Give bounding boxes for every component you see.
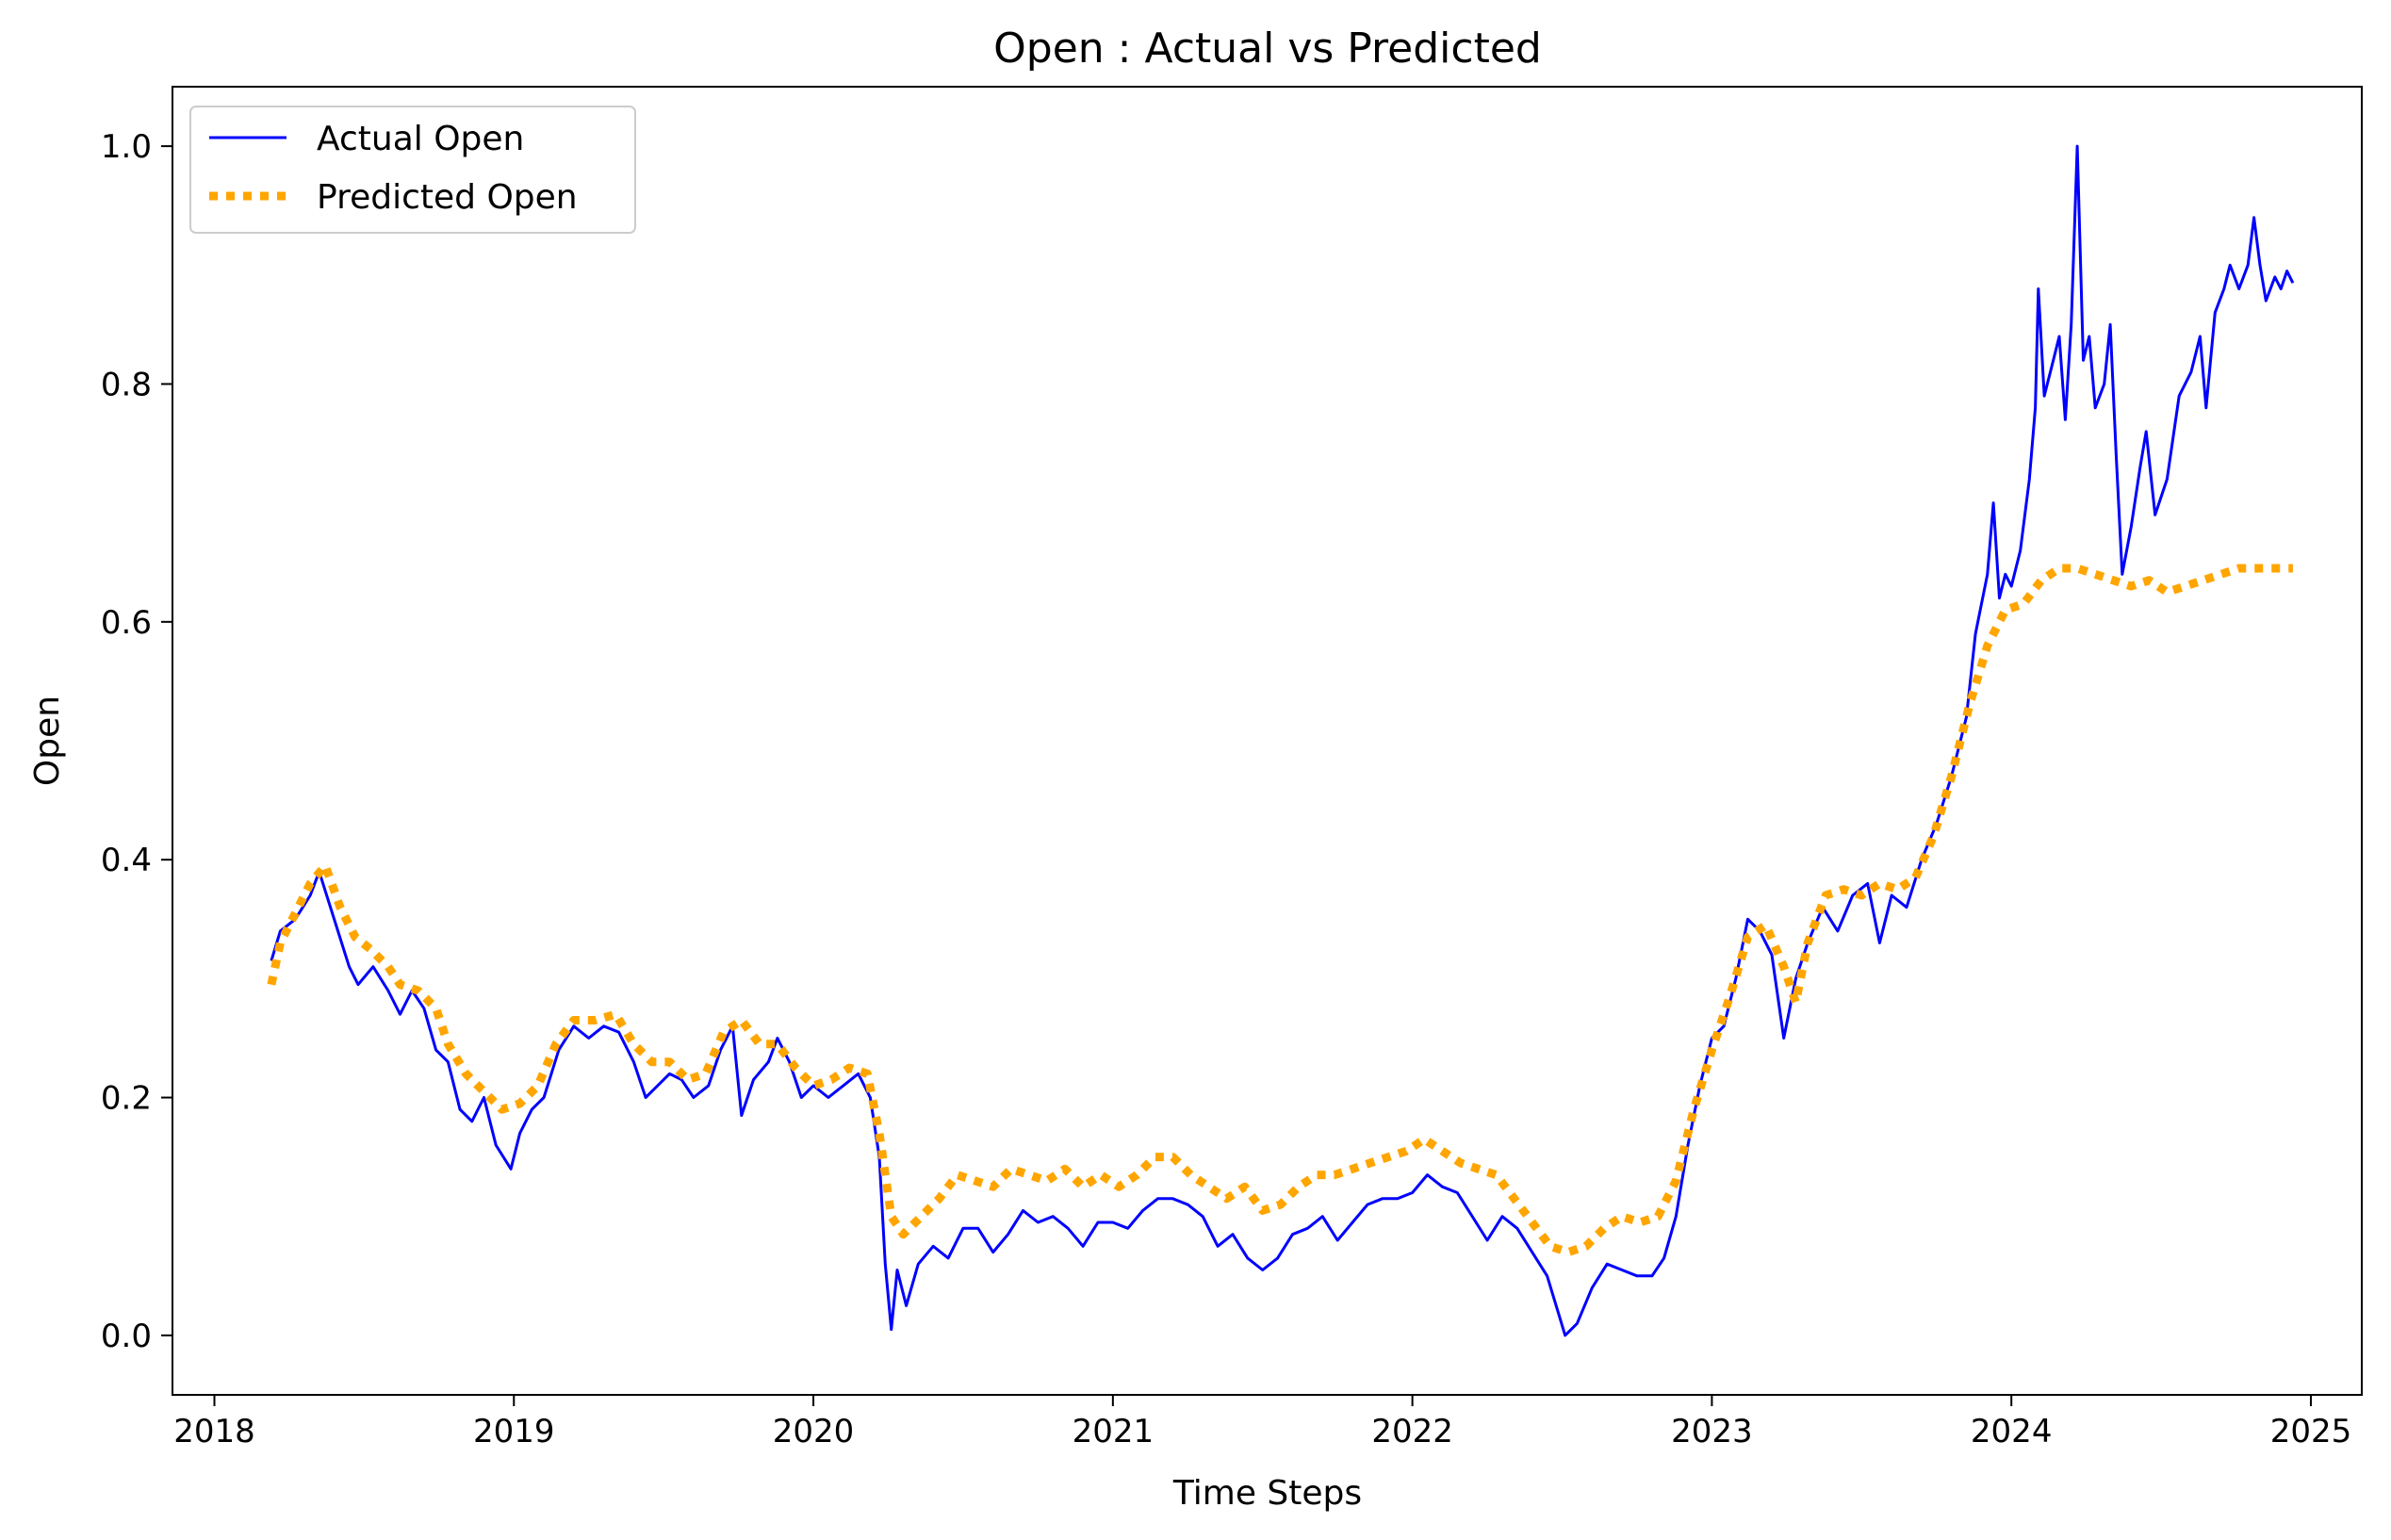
legend-box [189, 106, 636, 234]
series-line-predicted-open [267, 564, 2293, 1257]
chart-title: Open : Actual vs Predicted [993, 25, 1542, 73]
y-tick-label: 0.8 [101, 366, 152, 403]
series-layer [267, 144, 2295, 1337]
x-tick-label: 2024 [1971, 1413, 2053, 1450]
x-tick-label: 2021 [1073, 1413, 1155, 1450]
y-axis-label: Open [28, 696, 67, 786]
y-tick-label: 0.2 [101, 1080, 152, 1118]
x-axis-ticks: 2018 2019 2020 2021 2022 2023 2024 2025 [173, 1395, 2351, 1450]
y-tick-label: 1.0 [101, 128, 152, 166]
x-tick-label: 2020 [773, 1413, 855, 1450]
plot-frame [172, 86, 2363, 1396]
y-tick-label: 0.6 [101, 604, 152, 642]
x-axis-label: Time Steps [1172, 1474, 1362, 1513]
y-tick-label: 0.4 [101, 842, 152, 879]
legend: Actual Open Predicted Open [189, 106, 636, 234]
y-tick-label: 0.0 [101, 1318, 152, 1355]
legend-label-actual: Actual Open [317, 120, 524, 158]
x-tick-label: 2025 [2270, 1413, 2352, 1450]
series-line-actual-open [270, 144, 2295, 1337]
legend-label-predicted: Predicted Open [317, 178, 578, 217]
x-tick-label: 2018 [173, 1413, 255, 1450]
y-axis-ticks: 0.0 0.2 0.4 0.6 0.8 1.0 [101, 128, 172, 1355]
x-tick-label: 2019 [473, 1413, 555, 1450]
x-tick-label: 2023 [1671, 1413, 1753, 1450]
x-tick-label: 2022 [1371, 1413, 1453, 1450]
